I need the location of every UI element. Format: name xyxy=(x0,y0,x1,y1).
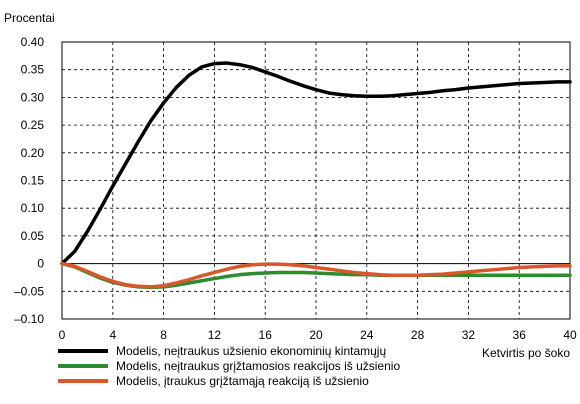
y-tick-label: –0.05 xyxy=(14,284,44,298)
y-tick-label: 0.25 xyxy=(21,118,45,132)
x-tick-label: 36 xyxy=(513,328,527,342)
y-tick-label: 0.05 xyxy=(21,229,45,243)
x-tick-label: 12 xyxy=(208,328,222,342)
y-tick-label: 0 xyxy=(37,257,44,271)
x-tick-label: 0 xyxy=(59,328,66,342)
x-tick-label: 28 xyxy=(411,328,425,342)
legend-label-1: Modelis, neįtraukus užsienio ekonominių … xyxy=(116,344,386,358)
x-tick-label: 40 xyxy=(563,328,577,342)
y-tick-label: 0.20 xyxy=(21,146,45,160)
x-tick-label: 16 xyxy=(259,328,273,342)
y-tick-label: 0.30 xyxy=(21,90,45,104)
y-tick-label: 0.35 xyxy=(21,63,45,77)
y-tick-label: 0.10 xyxy=(21,201,45,215)
plot-area-frame xyxy=(61,41,571,320)
y-tick-label: –0.10 xyxy=(14,312,44,326)
series-line-1 xyxy=(60,61,572,266)
x-tick-label: 20 xyxy=(309,328,323,342)
axis-ticks: 0 4 8 12 16 20 24 28 32 36 40 –0.10 –0.05 0 0.05 0.10 0.… xyxy=(14,35,577,342)
x-tick-label: 24 xyxy=(360,328,374,342)
y-tick-label: 0.15 xyxy=(21,174,45,188)
x-axis-title: Ketvirtis po šoko xyxy=(482,346,570,360)
legend: Modelis, neįtraukus užsienio ekonominių … xyxy=(58,344,400,388)
x-tick-label: 8 xyxy=(160,328,167,342)
legend-label-3: Modelis, įtraukus grįžtamąją reakciją iš… xyxy=(116,374,369,388)
series-lines xyxy=(60,61,572,290)
y-axis-title: Procentai xyxy=(4,11,55,25)
grid xyxy=(62,42,570,319)
x-tick-label: 32 xyxy=(462,328,476,342)
x-tick-label: 4 xyxy=(109,328,116,342)
series-line-3 xyxy=(60,261,572,289)
legend-label-2: Modelis, neįtraukus grįžtamosios reakcij… xyxy=(116,359,400,373)
y-tick-label: 0.40 xyxy=(21,35,45,49)
